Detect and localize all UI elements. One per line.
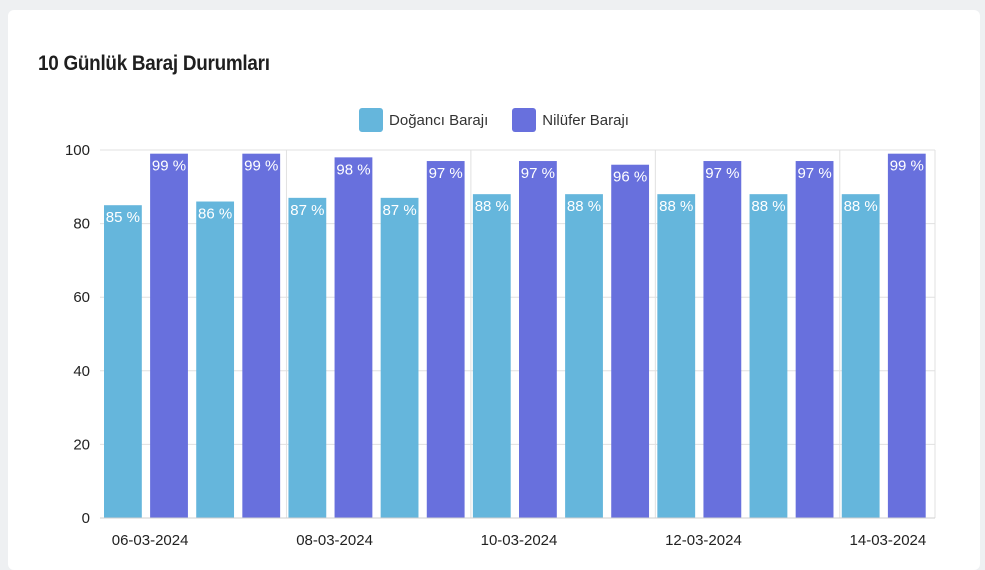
bar-data-label: 96 % xyxy=(613,169,647,186)
y-tick-label: 100 xyxy=(65,142,90,159)
bar-doganci xyxy=(380,197,419,518)
x-tick-label: 10-03-2024 xyxy=(481,532,558,549)
legend-label-doganci: Doğancı Barajı xyxy=(389,111,489,129)
legend-item-doganci[interactable]: Doğancı Barajı xyxy=(359,108,488,132)
bar-data-label: 86 % xyxy=(198,206,232,223)
bar-data-label: 87 % xyxy=(290,202,324,219)
bar-doganci xyxy=(288,197,327,518)
x-tick-label: 08-03-2024 xyxy=(296,532,373,549)
bar-data-label: 88 % xyxy=(475,198,509,215)
x-tick-label: 06-03-2024 xyxy=(112,532,189,549)
bar-data-label: 98 % xyxy=(336,161,370,178)
x-tick-label: 12-03-2024 xyxy=(665,532,742,549)
bar-doganci xyxy=(841,194,880,518)
bar-nilufer xyxy=(703,161,742,519)
bar-data-label: 87 % xyxy=(382,202,416,219)
bar-nilufer xyxy=(242,153,281,518)
legend-label-nilufer: Nilüfer Barajı xyxy=(542,111,629,129)
bar-doganci xyxy=(749,194,788,518)
bar-data-label: 97 % xyxy=(429,165,463,182)
bar-chart: 0 20 40 60 80 100 85 % 99 % 86 % 99 % 87 % 98 % 87 %… xyxy=(65,142,936,549)
x-tick-label: 14-03-2024 xyxy=(850,532,927,549)
bar-nilufer xyxy=(887,153,926,518)
bar-data-label: 99 % xyxy=(890,158,924,175)
bar-nilufer xyxy=(150,153,188,518)
bar-nilufer xyxy=(611,164,650,518)
bar-doganci xyxy=(565,194,603,518)
y-tick-label: 40 xyxy=(73,363,90,380)
chart-legend: Doğancı Barajı Nilüfer Barajı xyxy=(8,108,980,132)
y-tick-label: 60 xyxy=(73,289,90,306)
legend-swatch-nilufer xyxy=(512,108,537,132)
bar-data-label: 88 % xyxy=(751,198,785,215)
bar-data-label: 88 % xyxy=(659,198,693,215)
y-tick-label: 0 xyxy=(82,510,90,527)
bar-doganci xyxy=(196,201,235,518)
bar-data-label: 85 % xyxy=(106,209,140,226)
legend-item-nilufer[interactable]: Nilüfer Barajı xyxy=(512,108,629,132)
bar-data-label: 99 % xyxy=(244,158,278,175)
bar-doganci xyxy=(472,194,511,518)
bar-data-label: 97 % xyxy=(521,165,555,182)
chart-title: 10 Günlük Baraj Durumları xyxy=(38,52,270,75)
bar-doganci xyxy=(657,194,696,518)
bar-data-label: 88 % xyxy=(844,198,878,215)
bar-data-label: 88 % xyxy=(567,198,601,215)
bar-data-label: 97 % xyxy=(797,165,831,182)
bar-doganci xyxy=(104,205,142,518)
bar-nilufer xyxy=(519,161,557,519)
bar-nilufer xyxy=(334,157,373,519)
bar-data-label: 99 % xyxy=(152,158,186,175)
y-tick-label: 20 xyxy=(73,436,90,453)
legend-swatch-doganci xyxy=(359,108,384,132)
bar-data-label: 97 % xyxy=(705,165,739,182)
bar-nilufer xyxy=(795,161,834,519)
y-tick-label: 80 xyxy=(73,216,90,233)
bar-nilufer xyxy=(426,161,465,519)
